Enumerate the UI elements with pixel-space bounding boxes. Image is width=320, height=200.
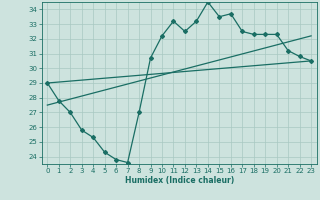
X-axis label: Humidex (Indice chaleur): Humidex (Indice chaleur) [124, 176, 234, 185]
